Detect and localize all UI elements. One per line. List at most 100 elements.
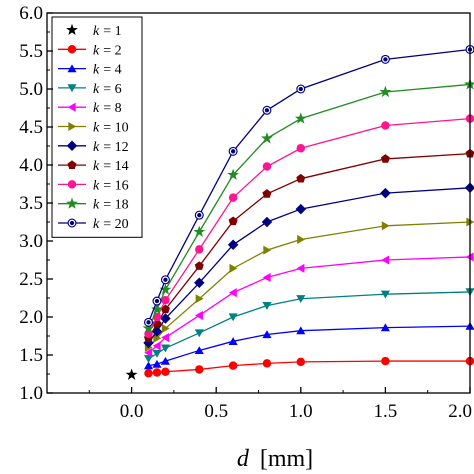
data-point-k-4-3 (194, 346, 204, 355)
data-point-k-12-7 (380, 187, 391, 199)
y-tick-label: 6.0 (19, 3, 43, 24)
data-point-k-12-4 (227, 239, 239, 251)
legend-variable: k (93, 140, 100, 155)
legend-variable: k (93, 82, 100, 97)
legend-variable: k (93, 198, 100, 213)
legend-entry-k-4: k = 4 (58, 63, 122, 78)
data-point-k-8-6 (296, 263, 305, 273)
data-point-k-4-7 (380, 323, 390, 332)
data-point-k-14-3 (194, 261, 204, 270)
legend-variable: k (93, 178, 100, 193)
series-k-8 (144, 252, 474, 358)
data-point-k-4-0 (143, 361, 154, 370)
legend-variable: k (93, 24, 100, 39)
legend-entry-k-2: k = 2 (58, 43, 122, 58)
data-point-k-18-7 (379, 85, 392, 98)
data-point-k-2-7 (381, 356, 390, 366)
legend-label: k = 4 (93, 63, 122, 78)
data-point-k-6-7 (380, 290, 390, 299)
x-axis-label: d [mm] (237, 446, 313, 472)
data-point-k-8-0 (144, 348, 153, 358)
y-tick-label: 5.0 (19, 79, 43, 100)
data-point-k-18-6 (294, 112, 307, 124)
legend-entry-k-10: k = 10 (58, 121, 129, 136)
legend-variable: k (93, 159, 100, 174)
x-tick-label: 0.5 (204, 401, 228, 422)
series-k-1 (125, 368, 138, 380)
data-point-k-20-4 (228, 146, 238, 156)
legend-marker-k-14 (67, 160, 77, 169)
legend-label: k = 12 (93, 140, 129, 155)
legend-entry-k-12: k = 12 (58, 140, 129, 155)
legend-label: k = 18 (93, 198, 129, 213)
legend-marker-k-2 (67, 45, 77, 54)
y-tick-label: 3.5 (19, 193, 43, 214)
legend-variable: k (93, 63, 100, 78)
legend-entry-k-1: k = 1 (66, 23, 122, 39)
data-point-k-16-6 (296, 144, 306, 153)
series-k-20 (144, 44, 474, 327)
legend-marker-k-1 (66, 23, 78, 36)
y-tick-label: 3.0 (19, 231, 43, 252)
legend-entry-k-6: k = 6 (58, 82, 122, 97)
data-point-k-16-4 (228, 193, 238, 202)
legend-variable: k (93, 121, 100, 136)
y-tick-label: 2.0 (19, 307, 43, 328)
data-point-k-8-4 (228, 288, 237, 298)
data-point-k-4-5 (262, 330, 272, 339)
legend-value: = 16 (103, 178, 128, 193)
data-point-k-14-5 (262, 189, 272, 198)
data-point-k-20-7 (380, 54, 390, 64)
legend-entry-k-20: k = 20 (58, 217, 129, 232)
series-line-k-8 (148, 256, 471, 354)
data-point-k-12-6 (295, 203, 307, 215)
data-point-k-20-5 (262, 105, 272, 115)
data-point-k-4-2 (160, 356, 170, 365)
legend-marker-k-18 (66, 197, 78, 209)
data-point-k-18-3 (193, 225, 206, 237)
x-tick-label: 0.0 (120, 401, 144, 422)
data-point-k-8-1 (152, 341, 161, 351)
data-point-k-12-3 (194, 277, 205, 289)
legend-value: = 10 (103, 121, 128, 136)
data-point-k-14-7 (380, 154, 390, 163)
y-tick-label: 1.0 (19, 383, 43, 404)
x-axis-unit: [mm] (260, 446, 313, 472)
data-point-k-20-0 (144, 317, 154, 327)
data-point-k-2-4 (228, 361, 238, 370)
legend-value: = 4 (103, 63, 121, 78)
legend-marker-k-12 (66, 140, 78, 152)
data-point-k-2-5 (262, 359, 272, 368)
x-tick-label: 1.0 (289, 401, 313, 422)
legend-label: k = 8 (93, 101, 122, 116)
data-point-k-10-2 (161, 323, 170, 333)
legend-label: k = 10 (93, 121, 129, 136)
data-point-k-2-6 (296, 357, 306, 367)
data-point-k-20-2 (160, 275, 170, 285)
legend-marker-k-10 (68, 121, 77, 132)
data-point-k-10-7 (381, 221, 390, 231)
data-point-k-8-2 (161, 332, 170, 343)
data-point-k-6-3 (194, 329, 204, 338)
legend-variable: k (93, 101, 100, 116)
series-line-k-18 (147, 83, 471, 329)
data-point-k-8-3 (195, 310, 203, 321)
data-point-k-12-2 (160, 313, 171, 324)
legend-marker-k-8 (67, 102, 76, 112)
data-point-k-20-6 (296, 84, 306, 94)
x-axis-variable: d (237, 446, 250, 472)
data-point-k-14-4 (228, 216, 238, 226)
data-point-k-8-7 (381, 255, 390, 265)
x-tick-label: 1.5 (374, 401, 398, 422)
series-k-4 (143, 321, 474, 370)
data-point-k-20-1 (152, 296, 162, 306)
legend-value: = 20 (103, 217, 128, 232)
y-tick-label: 4.5 (19, 117, 43, 138)
legend-marker-k-4 (67, 64, 77, 73)
data-point-k-8-5 (262, 272, 271, 283)
legend-value: = 18 (103, 198, 128, 213)
data-point-k-6-0 (143, 355, 154, 364)
series-k-2 (144, 356, 474, 378)
data-point-k-12-1 (151, 326, 163, 337)
